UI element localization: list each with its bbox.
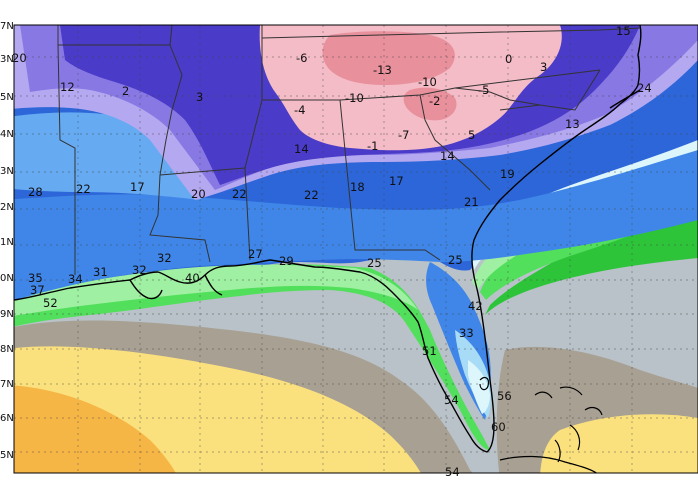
temperature-value-label: 32	[132, 263, 147, 277]
temperature-value-label: 22	[76, 182, 91, 196]
temperature-value-label: 32	[157, 251, 172, 265]
temperature-value-label: 54	[445, 465, 460, 479]
lat-lon-grid	[14, 25, 698, 473]
state-borders	[57, 25, 641, 275]
latitude-labels: 7N 3N 5N 4N 3N 2N 1N 0N 9N 8N 7N 6N 5N	[0, 21, 14, 461]
temperature-value-label: 14	[440, 149, 455, 163]
red-core	[322, 31, 455, 85]
temperature-value-label: 17	[130, 180, 145, 194]
latitude-label: 6N	[0, 413, 14, 424]
temperature-value-label: 27	[248, 247, 263, 261]
temperature-value-label: 3	[196, 90, 203, 104]
latitude-label: 7N	[0, 379, 14, 390]
temperature-value-label: 13	[565, 117, 580, 131]
temperature-value-label: 18	[350, 180, 365, 194]
temperature-value-label: 33	[459, 326, 474, 340]
latitude-label: 0N	[0, 273, 14, 284]
temperature-value-label: 31	[93, 265, 108, 279]
latitude-label: 1N	[0, 237, 14, 248]
temperature-value-label: 37	[30, 283, 45, 297]
latitude-label: 4N	[0, 129, 14, 140]
temperature-value-label: 25	[448, 253, 463, 267]
temperature-value-label: 42	[468, 299, 483, 313]
temperature-value-label: 34	[68, 272, 83, 286]
latitude-label: 5N	[0, 92, 14, 103]
temperature-value-label: 28	[28, 185, 43, 199]
latitude-label: 3N	[0, 54, 14, 65]
temperature-value-label: 17	[389, 174, 404, 188]
temperature-value-label: -2	[429, 94, 440, 108]
temperature-value-label: 24	[637, 81, 652, 95]
temperature-value-label: 14	[294, 142, 309, 156]
top-margin	[0, 0, 698, 25]
temperature-value-label: 29	[279, 254, 294, 268]
temperature-value-label: 20	[191, 187, 206, 201]
temperature-value-label: -10	[345, 91, 364, 105]
temperature-value-label: 5	[468, 128, 475, 142]
temperature-value-label: -6	[296, 51, 307, 65]
temperature-value-label: 2	[122, 84, 129, 98]
orange-band	[14, 385, 176, 473]
temperature-value-label: 52	[43, 296, 58, 310]
temperature-value-label: 21	[464, 195, 479, 209]
temperature-value-label: -10	[418, 75, 437, 89]
temperature-value-label: 60	[491, 420, 506, 434]
temperature-value-label: -1	[367, 139, 378, 153]
mid-blue-belt	[14, 150, 698, 301]
latitude-label: 5N	[0, 450, 14, 461]
temperature-value-label: 0	[505, 52, 512, 66]
temperature-value-label: 22	[304, 188, 319, 202]
temperature-value-label: -4	[294, 103, 305, 117]
latitude-label: 7N	[0, 21, 14, 32]
yellow-band-east	[540, 414, 698, 473]
temperature-value-label: 12	[60, 80, 75, 94]
temperature-value-label: 3	[540, 60, 547, 74]
temperature-value-label: 22	[232, 187, 247, 201]
temperature-value-label: 20	[12, 51, 27, 65]
temperature-value-label: 40	[185, 271, 200, 285]
florida-pale	[468, 360, 490, 414]
islands	[479, 376, 603, 473]
latitude-label: 8N	[0, 344, 14, 355]
latitude-label: 9N	[0, 309, 14, 320]
temperature-value-label: 35	[28, 271, 43, 285]
latitude-label: 3N	[0, 166, 14, 177]
temperature-value-label: -7	[398, 128, 409, 142]
map-frame	[13, 24, 698, 474]
temperature-value-label: 25	[367, 256, 382, 270]
temperature-value-label: 19	[500, 167, 515, 181]
temperature-value-label: -5	[478, 83, 489, 97]
coastline	[14, 25, 642, 453]
temperature-value-label: -13	[373, 63, 392, 77]
temperature-value-label: 54	[444, 393, 459, 407]
light-green-gulf	[14, 264, 418, 316]
color-fill-layer	[14, 25, 698, 473]
latitude-label: 2N	[0, 202, 14, 213]
temperature-value-label: 51	[422, 344, 437, 358]
temperature-value-label: 15	[616, 24, 631, 38]
temperature-value-label: 56	[497, 389, 512, 403]
